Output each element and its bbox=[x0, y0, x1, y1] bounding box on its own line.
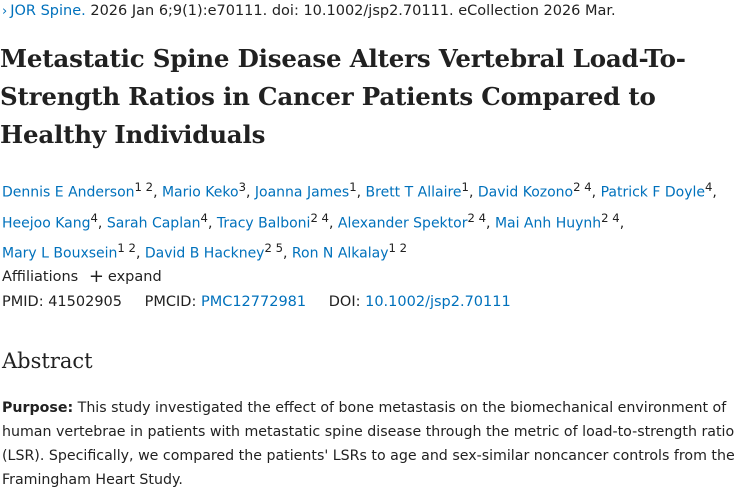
author-link[interactable]: Brett T Allaire bbox=[366, 185, 462, 201]
pmid-value: 41502905 bbox=[48, 294, 123, 310]
expand-label: expand bbox=[107, 269, 162, 285]
affiliations-label: Affiliations bbox=[2, 269, 79, 285]
affiliation-numbers[interactable]: 2 4 bbox=[601, 210, 620, 225]
identifiers-row: PMID: 41502905 PMCID: PMC12772981 DOI: 1… bbox=[2, 294, 511, 310]
author-name: Patrick F Doyle bbox=[600, 184, 705, 201]
journal-link[interactable]: JOR Spine. bbox=[10, 3, 86, 19]
author-link[interactable]: David Kozono bbox=[478, 185, 573, 201]
author-separator: , bbox=[468, 184, 478, 201]
author-separator: , bbox=[591, 184, 601, 201]
author-separator: , bbox=[712, 184, 717, 201]
author-name: Tracy Balboni bbox=[216, 215, 311, 232]
author-link[interactable]: Ron N Alkalay bbox=[292, 246, 389, 262]
author-link[interactable]: Patrick F Doyle bbox=[601, 185, 705, 201]
abstract-heading: Abstract bbox=[2, 349, 93, 373]
author-separator: , bbox=[207, 215, 217, 232]
pmcid-label: PMCID: bbox=[144, 294, 197, 310]
affiliations-row: Affiliations + expand bbox=[2, 266, 162, 287]
citation-details: 2026 Jan 6;9(1):e70111. doi: 10.1002/jsp… bbox=[85, 3, 616, 19]
affiliation-numbers[interactable]: 1 2 bbox=[117, 241, 136, 256]
author-link[interactable]: Mai Anh Huynh bbox=[495, 215, 601, 231]
author-link[interactable]: Joanna James bbox=[255, 185, 349, 201]
author-separator: , bbox=[328, 215, 338, 232]
author-name: Alexander Spektor bbox=[337, 215, 468, 232]
affiliation-numbers[interactable]: 4 bbox=[90, 210, 98, 225]
affiliation-numbers[interactable]: 2 5 bbox=[264, 241, 284, 256]
author-name: Sarah Caplan bbox=[106, 215, 201, 232]
citation-line: › JOR Spine. 2026 Jan 6;9(1):e70111. doi:… bbox=[2, 3, 616, 19]
purpose-label: Purpose: bbox=[2, 400, 74, 416]
affiliation-numbers[interactable]: 1 bbox=[461, 180, 469, 194]
article-title: Metastatic Spine Disease Alters Vertebra… bbox=[0, 44, 686, 149]
author-link[interactable]: Heejoo Kang bbox=[2, 215, 91, 231]
doi-link[interactable]: 10.1002/jsp2.70111 bbox=[365, 294, 511, 310]
affiliation-numbers[interactable]: 2 4 bbox=[573, 180, 592, 194]
affiliations-expand-button[interactable]: + expand bbox=[88, 266, 162, 287]
chevron-right-icon[interactable]: › bbox=[2, 4, 8, 19]
author-separator: , bbox=[486, 215, 495, 232]
author-name: Ron N Alkalay bbox=[291, 245, 389, 262]
author-link[interactable]: David B Hackney bbox=[145, 246, 265, 262]
doi-label: DOI: bbox=[328, 294, 361, 310]
pmcid-link[interactable]: PMC12772981 bbox=[200, 294, 307, 310]
affiliation-numbers[interactable]: 4 bbox=[705, 180, 713, 194]
author-name: David Kozono bbox=[477, 184, 574, 201]
affiliation-numbers[interactable]: 1 bbox=[349, 180, 357, 194]
abstract-text: Purpose: This study investigated the eff… bbox=[2, 396, 746, 492]
author-link[interactable]: Mary L Bouxsein bbox=[2, 246, 117, 262]
author-link[interactable]: Sarah Caplan bbox=[107, 215, 201, 231]
author-name: Mario Keko bbox=[161, 184, 239, 201]
author-separator: , bbox=[283, 245, 292, 262]
author-name: David B Hackney bbox=[144, 245, 265, 262]
author-name: Brett T Allaire bbox=[365, 184, 462, 201]
affiliation-numbers[interactable]: 1 2 bbox=[134, 180, 154, 194]
author-link[interactable]: Mario Keko bbox=[162, 185, 239, 201]
author-list: Dennis E Anderson1 2, Mario Keko3, Joann… bbox=[2, 175, 742, 267]
purpose-text: This study investigated the effect of bo… bbox=[2, 400, 735, 488]
author-name: Heejoo Kang bbox=[2, 215, 91, 232]
affiliation-numbers[interactable]: 4 bbox=[200, 210, 208, 225]
affiliation-numbers[interactable]: 2 4 bbox=[467, 210, 487, 225]
author-link[interactable]: Alexander Spektor bbox=[338, 215, 468, 231]
author-separator: , bbox=[245, 184, 255, 201]
plus-icon: + bbox=[88, 266, 104, 287]
author-separator: , bbox=[153, 184, 162, 201]
author-separator: , bbox=[356, 184, 366, 201]
affiliation-numbers[interactable]: 1 2 bbox=[388, 241, 408, 256]
affiliation-numbers[interactable]: 3 bbox=[238, 180, 246, 194]
author-name: Joanna James bbox=[254, 184, 350, 201]
author-separator: , bbox=[97, 215, 107, 232]
author-separator: , bbox=[619, 215, 625, 232]
author-link[interactable]: Tracy Balboni bbox=[217, 215, 311, 231]
author-name: Mai Anh Huynh bbox=[494, 215, 602, 232]
author-link[interactable]: Dennis E Anderson bbox=[2, 185, 135, 201]
author-name: Mary L Bouxsein bbox=[2, 245, 118, 262]
pmid-label: PMID: bbox=[2, 294, 44, 310]
author-separator: , bbox=[135, 245, 145, 262]
author-name: Dennis E Anderson bbox=[2, 184, 135, 201]
affiliation-numbers[interactable]: 2 4 bbox=[310, 210, 329, 225]
